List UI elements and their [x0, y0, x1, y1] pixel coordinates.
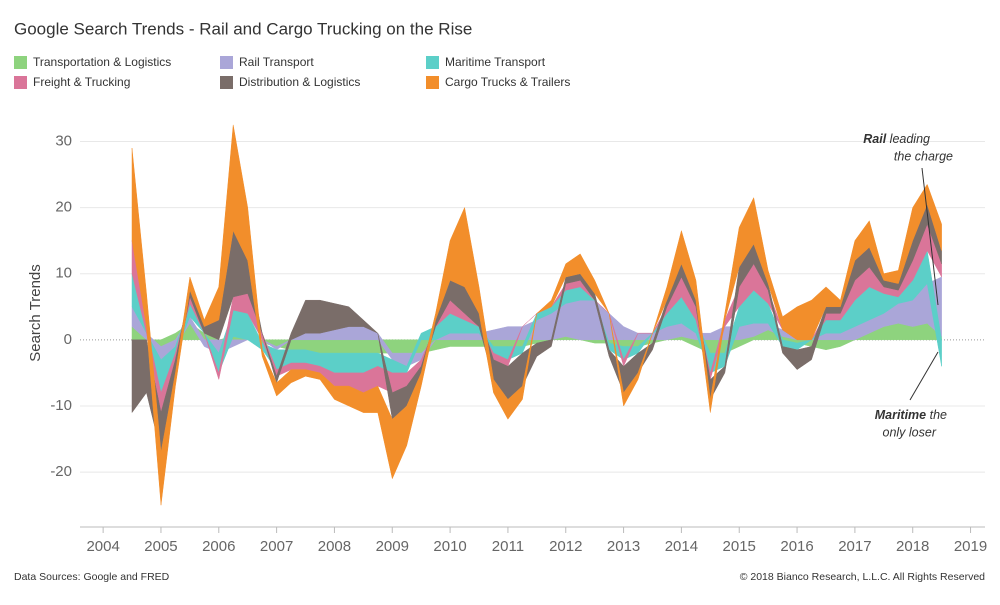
y-tick-label: -10 [50, 397, 72, 414]
x-tick-label: 2016 [780, 538, 813, 555]
x-tick-label: 2006 [202, 538, 235, 555]
annotation: only loser [883, 425, 937, 439]
x-tick-label: 2012 [549, 538, 582, 555]
annotation: Maritime the [875, 408, 947, 422]
source: Data Sources: Google and FRED [14, 571, 170, 583]
x-tick-label: 2018 [896, 538, 929, 555]
legend-swatch [426, 56, 439, 69]
legend-swatch [426, 76, 439, 89]
x-tick-label: 2014 [665, 538, 698, 555]
legend-label: Cargo Trucks & Trailers [445, 75, 570, 89]
annotation-arrow [909, 351, 939, 401]
x-tick-label: 2017 [838, 538, 871, 555]
annotation-bold: Maritime [875, 408, 926, 422]
y-tick-label: 20 [55, 199, 72, 216]
y-axis-label: Search Trends [27, 264, 44, 362]
x-tick-label: 2015 [723, 538, 756, 555]
y-tick-label: 0 [64, 331, 72, 348]
legend-label: Distribution & Logistics [239, 75, 360, 89]
x-tick-label: 2005 [144, 538, 177, 555]
x-tick-label: 2009 [376, 538, 409, 555]
x-tick-label: 2013 [607, 538, 640, 555]
annotation: the charge [894, 149, 953, 163]
legend-swatch [220, 56, 233, 69]
annotation-text: the [930, 408, 947, 422]
legend-swatch [14, 76, 27, 89]
chart-title: Google Search Trends - Rail and Cargo Tr… [14, 19, 472, 38]
x-tick-label: 2011 [492, 538, 524, 555]
plot-area [80, 124, 985, 506]
legend-swatch [220, 76, 233, 89]
legend-label: Transportation & Logistics [33, 55, 171, 69]
legend-swatch [14, 56, 27, 69]
annotation-arrow [921, 167, 939, 306]
x-tick-label: 2004 [86, 538, 119, 555]
copyright: © 2018 Bianco Research, L.L.C. All Right… [740, 571, 985, 583]
x-tick-label: 2010 [433, 538, 466, 555]
y-tick-label: 10 [55, 265, 72, 282]
x-tick-label: 2019 [954, 538, 987, 555]
annotation-text: leading [890, 132, 930, 146]
legend-label: Maritime Transport [445, 55, 546, 69]
area [131, 124, 942, 506]
x-tick-label: 2007 [260, 538, 293, 555]
x-tick-label: 2008 [318, 538, 351, 555]
annotation: Rail leading [863, 132, 930, 146]
legend-label: Rail Transport [239, 55, 314, 69]
y-tick-label: -20 [50, 463, 72, 480]
annotation-bold: Rail [863, 132, 886, 146]
y-tick-label: 30 [55, 132, 72, 149]
legend-label: Freight & Trucking [33, 75, 130, 89]
